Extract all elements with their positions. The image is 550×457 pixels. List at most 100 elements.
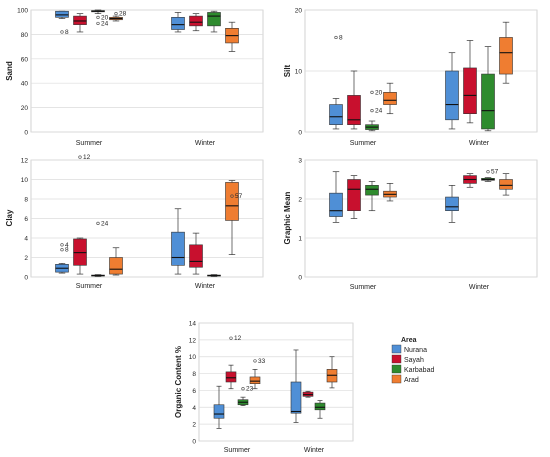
plot-area: 0 1 2 3 57 bbox=[298, 158, 537, 282]
panel-graphic-mean: Graphic Mean 0 1 2 3 57 Summer Winter bbox=[283, 158, 538, 291]
box bbox=[55, 10, 69, 18]
box bbox=[207, 12, 221, 27]
box bbox=[329, 192, 343, 217]
y-tick-label: 0 bbox=[24, 130, 28, 137]
legend-label: Sayah bbox=[404, 357, 424, 364]
y-tick-label: 2 bbox=[298, 197, 302, 204]
outlier-label: 8 bbox=[339, 34, 343, 41]
y-tick-label: 0 bbox=[298, 130, 302, 137]
outlier-point bbox=[370, 90, 374, 94]
outlier-point bbox=[241, 387, 245, 391]
box bbox=[481, 73, 495, 130]
outlier-point bbox=[60, 30, 64, 34]
outlier-point bbox=[370, 109, 374, 113]
x-tick-label: Winter bbox=[195, 140, 216, 147]
panel-organic-content: Organic Content % 0 2 4 6 8 10 12 14 12 23 33 Summ… bbox=[174, 321, 354, 454]
box-karbabad bbox=[365, 181, 379, 212]
box-nurana bbox=[171, 12, 185, 33]
y-tick-label: 10 bbox=[295, 69, 303, 76]
outlier-label: 24 bbox=[101, 220, 109, 227]
outlier-point bbox=[229, 336, 233, 340]
outlier-label: 20 bbox=[101, 14, 109, 21]
box-karbabad: 57 bbox=[481, 169, 499, 182]
legend-label: Arad bbox=[404, 377, 419, 384]
box-nurana bbox=[290, 349, 302, 423]
legend-item: Arad bbox=[391, 374, 419, 384]
outlier-point bbox=[114, 12, 118, 16]
x-tick-label: Summer bbox=[350, 140, 377, 147]
outlier-point bbox=[230, 194, 234, 198]
box-sayah bbox=[347, 70, 361, 130]
legend-swatch bbox=[391, 364, 402, 374]
box bbox=[249, 376, 261, 384]
box-arad: 28 bbox=[109, 11, 127, 22]
box-nurana bbox=[213, 385, 225, 429]
outlier-label: 28 bbox=[119, 11, 127, 18]
box-karbabad bbox=[314, 400, 326, 419]
outlier-label: 24 bbox=[101, 20, 109, 27]
box bbox=[383, 92, 397, 105]
y-tick-label: 0 bbox=[192, 439, 196, 446]
outlier-point bbox=[78, 155, 82, 159]
x-tick-label: Summer bbox=[76, 283, 103, 290]
outlier-point bbox=[60, 243, 64, 247]
box-sayah bbox=[189, 13, 203, 32]
box bbox=[109, 257, 123, 275]
box-karbabad bbox=[207, 274, 221, 277]
box-arad: 66 bbox=[499, 21, 513, 84]
outlier-label: 24 bbox=[375, 108, 383, 115]
outlier-point bbox=[96, 21, 100, 26]
box-arad bbox=[383, 82, 397, 115]
box-sayah: 12 bbox=[225, 335, 242, 390]
x-tick-label: Summer bbox=[350, 284, 377, 291]
box bbox=[329, 104, 343, 125]
y-tick-label: 12 bbox=[189, 337, 197, 344]
box bbox=[463, 67, 477, 114]
plot-area: 010208202466 bbox=[295, 8, 537, 137]
box bbox=[314, 402, 326, 411]
outlier-point bbox=[486, 170, 490, 174]
outlier-label: 33 bbox=[258, 358, 266, 365]
y-axis-label: Sand bbox=[5, 61, 14, 81]
legend-item: Sayah bbox=[391, 354, 424, 364]
y-tick-label: 3 bbox=[298, 158, 302, 165]
y-axis-label: Clay bbox=[5, 209, 14, 226]
box-sayah bbox=[463, 173, 477, 188]
outlier-point bbox=[334, 35, 338, 40]
box-sayah bbox=[189, 232, 203, 275]
y-axis-label: Silt bbox=[283, 64, 292, 77]
x-tick-label: Winter bbox=[469, 140, 490, 147]
box-sayah bbox=[347, 175, 361, 219]
y-axis-label: Organic Content % bbox=[174, 346, 183, 418]
outlier-point bbox=[60, 248, 64, 252]
y-tick-label: 20 bbox=[21, 105, 29, 112]
box bbox=[499, 179, 513, 190]
legend-title: Area bbox=[401, 337, 417, 344]
box bbox=[499, 37, 513, 75]
y-tick-label: 100 bbox=[17, 8, 28, 15]
legend-label: Karbabad bbox=[404, 367, 434, 374]
y-tick-label: 20 bbox=[295, 8, 303, 15]
box-nurana bbox=[445, 185, 459, 223]
y-tick-label: 60 bbox=[21, 56, 29, 63]
outlier-point bbox=[253, 359, 257, 363]
y-tick-label: 10 bbox=[189, 354, 197, 361]
outlier-label: 12 bbox=[83, 154, 91, 161]
box bbox=[171, 231, 185, 266]
y-tick-label: 8 bbox=[24, 197, 28, 204]
box-arad bbox=[499, 173, 513, 196]
box-nurana bbox=[445, 52, 459, 130]
box-sayah bbox=[463, 40, 477, 124]
legend-swatch bbox=[391, 354, 402, 364]
box-karbabad: 23 bbox=[237, 386, 254, 406]
box bbox=[189, 15, 203, 27]
outlier-point bbox=[96, 15, 100, 19]
y-tick-label: 8 bbox=[192, 371, 196, 378]
outlier-label: 20 bbox=[375, 89, 383, 96]
x-tick-label: Winter bbox=[304, 447, 325, 454]
y-tick-label: 10 bbox=[21, 177, 29, 184]
box-arad bbox=[383, 183, 397, 202]
